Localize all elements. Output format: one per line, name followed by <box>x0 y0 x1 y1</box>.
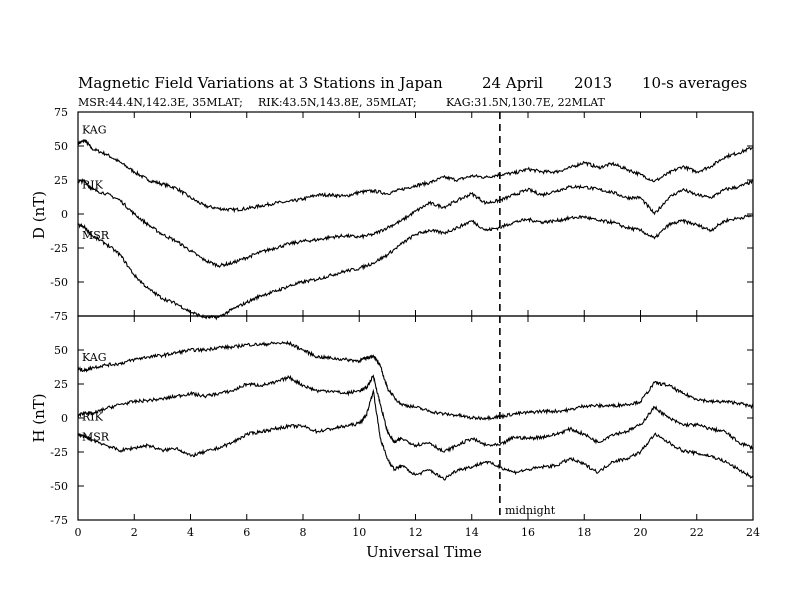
x-tick-label: 12 <box>409 526 423 539</box>
x-tick-label: 0 <box>75 526 82 539</box>
series-label-D-MSR: MSR <box>82 229 110 242</box>
y-tick-label-D: 25 <box>54 174 68 187</box>
y-tick-label-D: 0 <box>61 208 68 221</box>
x-tick-label: 24 <box>746 526 760 539</box>
y-tick-label-D: -75 <box>50 310 68 323</box>
x-tick-label: 10 <box>352 526 366 539</box>
x-tick-label: 20 <box>634 526 648 539</box>
station-msr-info: MSR:44.4N,142.3E, 35MLAT; <box>78 96 243 109</box>
x-tick-label: 8 <box>300 526 307 539</box>
plot-panels: -75 -50 -25 0 25 50 75 KAG RIK MSR -75 -50 -25 0 25 50 0… <box>50 106 760 539</box>
chart-year: 2013 <box>574 74 612 92</box>
x-tick-label: 2 <box>131 526 138 539</box>
series-label-H-RIK: RIK <box>82 410 104 423</box>
station-rik-info: RIK:43.5N,143.8E, 35MLAT; <box>258 96 417 109</box>
y-tick-label-D: 75 <box>54 106 68 119</box>
series-label-H-MSR: MSR <box>82 430 110 443</box>
x-tick-label: 18 <box>577 526 591 539</box>
panel-frame-D <box>77 111 754 317</box>
x-tick-label: 4 <box>187 526 194 539</box>
series-label-H-KAG: KAG <box>82 351 107 364</box>
chart-title: Magnetic Field Variations at 3 Stations … <box>78 74 443 92</box>
midnight-label: midnight <box>505 504 556 517</box>
y-tick-label-H: -75 <box>50 514 68 527</box>
d-panel-ylabel: D (nT) <box>30 191 48 239</box>
trace-D-KAG <box>77 138 754 214</box>
trace-D-RIK <box>77 177 754 269</box>
y-tick-label-D: -50 <box>50 276 68 289</box>
trace-H-MSR <box>77 388 754 481</box>
trace-H-RIK <box>77 374 754 453</box>
chart-date: 24 April <box>482 74 543 92</box>
series-label-D-KAG: KAG <box>82 123 107 136</box>
panel-frame-H <box>77 315 754 521</box>
y-tick-label-H: 0 <box>61 412 68 425</box>
trace-H-KAG <box>77 340 754 422</box>
y-tick-label-H: 25 <box>54 378 68 391</box>
y-tick-label-D: -25 <box>50 242 68 255</box>
trace-D-MSR <box>77 214 754 321</box>
y-tick-label-H: 50 <box>54 344 68 357</box>
y-tick-label-H: -25 <box>50 446 68 459</box>
x-tick-label: 6 <box>243 526 250 539</box>
y-tick-label-D: 50 <box>54 140 68 153</box>
series-label-D-RIK: RIK <box>82 178 104 191</box>
x-tick-label: 14 <box>465 526 479 539</box>
y-tick-label-H: -50 <box>50 480 68 493</box>
x-tick-label: 22 <box>690 526 704 539</box>
chart-averaging: 10-s averages <box>642 74 747 92</box>
h-panel-ylabel: H (nT) <box>30 393 48 442</box>
station-kag-info: KAG:31.5N,130.7E, 22MLAT <box>446 96 606 109</box>
x-tick-label: 16 <box>521 526 535 539</box>
x-axis-label: Universal Time <box>366 543 482 561</box>
